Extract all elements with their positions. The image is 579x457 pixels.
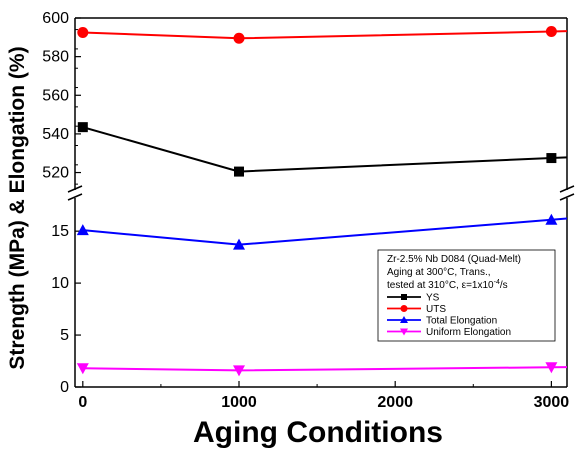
axis-ticks: 520 540 560 580 600 0 5 10 15 0 1000 2000 3000: [42, 10, 569, 411]
x-tick-label: 2000: [377, 394, 413, 411]
legend-marker: [400, 305, 408, 312]
data-point: [233, 32, 245, 44]
series-line: [82, 366, 568, 372]
data-point: [233, 365, 245, 377]
annotation-line-1: Zr-2.5% Nb D084 (Quad-Melt): [387, 254, 521, 265]
data-point: [76, 363, 89, 375]
data-point: [234, 166, 244, 177]
annotation-prefix: tested at 310°C,: [387, 280, 462, 291]
annotation-rate: =1x10: [466, 280, 494, 291]
y-tick-label: 520: [42, 165, 69, 182]
data-point: [76, 224, 89, 236]
x-tick-label: 1000: [221, 394, 257, 411]
y-tick-label: 0: [60, 379, 69, 396]
y-tick-label: 600: [42, 10, 69, 27]
plot-frame: [67, 17, 575, 388]
annotation-epsilon: ε: [462, 280, 467, 291]
series: [77, 122, 568, 177]
legend-label: Uniform Elongation: [426, 327, 511, 338]
y-tick-label: 540: [42, 126, 69, 143]
y-tick-label: 10: [51, 275, 69, 292]
y-tick-label: 580: [42, 49, 69, 66]
annotation-line-2: Aging at 300°C, Trans.,: [387, 267, 491, 278]
data-point: [546, 153, 557, 164]
data-point: [77, 122, 88, 133]
axis-break-left-2: [67, 193, 83, 201]
axis-break-left-1: [67, 185, 83, 193]
axis-break-right-2: [559, 193, 575, 201]
annotation-line-3: tested at 310°C, ε=1x10-4/s: [387, 279, 508, 291]
data-point: [545, 362, 558, 374]
legend-marker: [400, 316, 408, 323]
y-tick-label: 15: [51, 223, 69, 240]
series-line: [82, 217, 568, 246]
x-tick-label: 0: [78, 394, 87, 411]
series-line: [82, 126, 568, 173]
legend-box: [377, 249, 556, 342]
y-tick-label: 560: [42, 87, 69, 104]
x-axis-title: Aging Conditions: [193, 416, 443, 449]
data-point: [233, 238, 245, 250]
legend-label: YS: [426, 293, 440, 304]
series: [76, 213, 568, 250]
y-axis-title: Strength (MPa) & Elongation (%): [6, 46, 29, 369]
data-point: [545, 213, 558, 225]
series-line: [82, 30, 568, 40]
annotation-unit: /s: [500, 280, 508, 291]
series: [76, 362, 568, 377]
data-point: [77, 26, 89, 38]
legend: Zr-2.5% Nb D084 (Quad-Melt) Aging at 300…: [377, 249, 556, 342]
legend-marker: [401, 294, 407, 300]
annotation-exponent: -4: [494, 279, 500, 286]
series: [77, 26, 568, 44]
legend-marker: [400, 328, 408, 336]
legend-label: Total Elongation: [426, 316, 497, 327]
y-tick-label: 5: [60, 327, 69, 344]
axis-break-right-1: [559, 185, 575, 193]
x-tick-label: 3000: [534, 394, 570, 411]
series-layer: [76, 26, 568, 377]
legend-label: UTS: [426, 304, 446, 315]
data-point: [545, 26, 557, 38]
